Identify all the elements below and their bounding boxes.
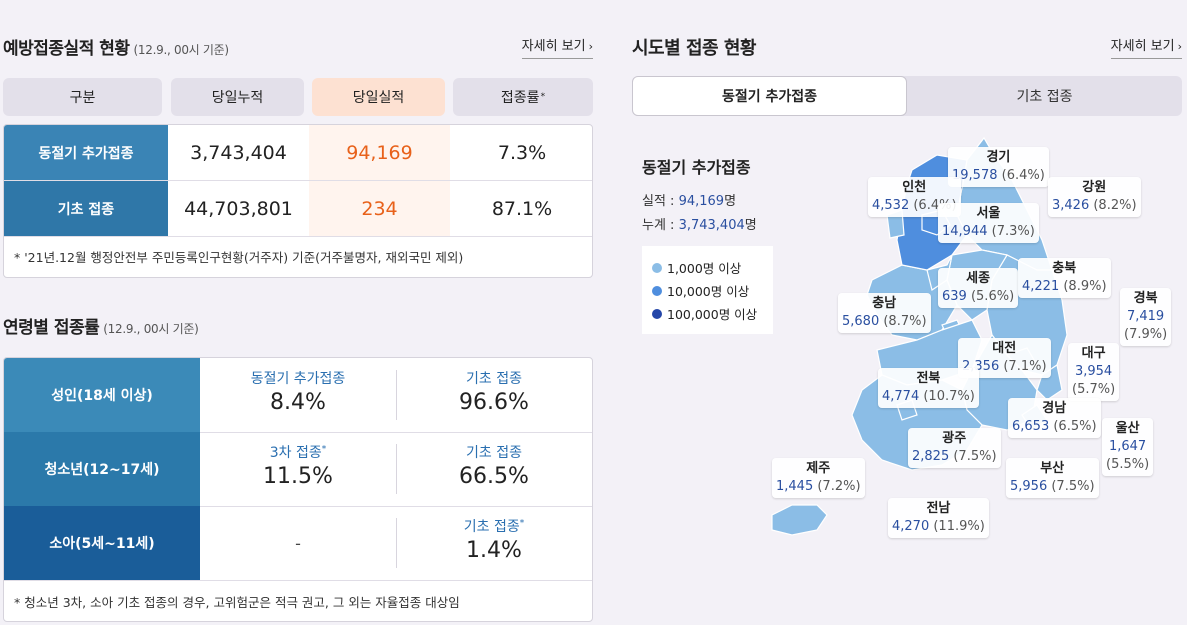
row-divider [4,180,592,181]
vaccination-note: * '21년.12월 행정안전부 주민등록인구현황(거주자) 기준(거주불명자,… [14,250,464,265]
header-rate: 접종률 * [453,78,593,116]
region-label-busan[interactable]: 부산 5,956 (7.5%) [1006,458,1099,498]
region-label-chungbuk[interactable]: 충북 4,221 (8.9%) [1018,258,1111,298]
region-perf: 실적 : 94,169명 [642,194,737,209]
region-label-jeonnam[interactable]: 전남 4,270 (11.9%) [888,498,989,538]
legend-dot-icon [652,285,662,296]
left-panel: 예방접종실적 현황 (12.9., 00시 기준) 자세히 보기 › 구분 당일누적… [3,0,593,622]
adult-booster-label: 동절기 추가접종 [250,371,346,387]
teen-primary-value: 66.5% [459,464,529,489]
child-primary-cell: 기초 접종* 1.4% [396,506,592,580]
age-row-child: 소아(5세~11세) [4,506,200,580]
row-divider [200,432,592,433]
teen-third-cell: 3차 접종* 11.5% [200,432,396,506]
right-panel: 시도별 접종 현황 자세히 보기 › 동절기 추가접종 기초 접종 동절기 추가접… [632,0,1182,625]
map-legend: 1,000명 이상 10,000명 이상 100,000명 이상 [642,246,773,334]
legend-item: 10,000명 이상 [652,279,773,302]
region-shape-jeju[interactable] [771,504,828,536]
cumulative-primary: 44,703,801 [184,197,293,220]
tab-winter-booster[interactable]: 동절기 추가접종 [632,76,907,116]
region-total: 누계 : 3,743,404명 [642,218,757,233]
region-label-ulsan[interactable]: 울산 1,647 (5.5%) [1102,418,1154,476]
tab-primary[interactable]: 기초 접종 [1016,89,1073,105]
legend-item: 1,000명 이상 [652,256,773,279]
row-label-winter-booster: 동절기 추가접종 [4,125,168,180]
adult-booster-value: 8.4% [270,390,326,415]
region-title: 시도별 접종 현황 [632,38,756,59]
legend-dot-icon [652,308,662,319]
region-label-gyeongnam[interactable]: 경남 6,653 (6.5%) [1008,398,1101,438]
age-row-adult: 성인(18세 이상) [4,358,200,432]
header-category: 구분 [3,78,162,116]
teen-third-label: 3차 접종* [269,444,327,461]
region-label-gyeonggi[interactable]: 경기 19,578 (6.4%) [948,147,1049,187]
region-label-gangwon[interactable]: 강원 3,426 (8.2%) [1048,177,1141,217]
teen-primary-cell: 기초 접종 66.5% [396,432,592,506]
age-note: * 청소년 3차, 소아 기초 접종의 경우, 고위험군은 적극 권고, 그 외… [14,595,460,610]
row-label-primary: 기초 접종 [4,181,168,236]
child-primary-label: 기초 접종* [463,518,525,535]
adult-primary-label: 기초 접종 [466,371,522,387]
column-divider [396,444,397,494]
rate-primary: 87.1% [491,197,553,220]
adult-primary-value: 96.6% [459,390,529,415]
age-row-teen: 청소년(12~17세) [4,432,200,506]
chevron-right-icon: › [1177,40,1182,53]
region-label-daegu[interactable]: 대구 3,954 (5.7%) [1068,343,1120,401]
region-label-gyeongbuk[interactable]: 경북 7,419 (7.9%) [1120,288,1172,346]
region-section-header: 시도별 접종 현황 자세히 보기 › [632,0,1182,62]
child-primary-value: 1.4% [466,538,522,563]
region-label-jeonbuk[interactable]: 전북 4,774 (10.7%) [878,368,979,408]
teen-third-value: 11.5% [263,464,333,489]
adult-primary-cell: 기초 접종 96.6% [396,358,592,432]
header-cumulative: 당일누적 [171,78,304,116]
rate-footnote-mark: * [540,92,546,102]
vaccination-more-link[interactable]: 자세히 보기 › [521,35,593,59]
child-empty-value: - [295,534,301,553]
vaccination-date: (12.9., 00시 기준) [133,43,230,57]
legend-item: 100,000명 이상 [652,302,773,325]
region-tabs: 동절기 추가접종 기초 접종 [632,76,1182,116]
daily-primary: 234 [309,181,450,236]
child-empty-cell: - [200,506,396,580]
region-shape-ulsan[interactable] [1036,364,1063,401]
region-label-jeju[interactable]: 제주 1,445 (7.2%) [772,458,865,498]
teen-third-footnote-mark: * [321,444,327,455]
region-more-link[interactable]: 자세히 보기 › [1110,35,1182,59]
row-divider [200,506,592,507]
header-daily: 당일실적 [312,78,445,116]
age-title: 연령별 접종률 (12.9., 00시 기준) [3,318,199,338]
vaccination-title: 예방접종실적 현황 (12.9., 00시 기준) [3,39,230,59]
vaccination-section-header: 예방접종실적 현황 (12.9., 00시 기준) 자세히 보기 › [3,0,593,62]
daily-winter-booster: 94,169 [309,125,450,180]
region-label-gwangju[interactable]: 광주 2,825 (7.5%) [908,428,1001,468]
age-table: 성인(18세 이상) 동절기 추가접종 8.4% 기초 접종 96.6% 청소년… [3,357,593,622]
row-divider [4,236,592,237]
adult-booster-cell: 동절기 추가접종 8.4% [200,358,396,432]
vaccination-table: 동절기 추가접종 3,743,404 94,169 7.3% 기초 접종 44,… [3,124,593,278]
column-divider [396,518,397,568]
vaccination-header-row: 구분 당일누적 당일실적 접종률 * [3,78,593,116]
row-divider [4,580,592,581]
column-divider [396,370,397,420]
region-label-chungnam[interactable]: 충남 5,680 (8.7%) [838,293,931,333]
region-label-seoul[interactable]: 서울 14,944 (7.3%) [938,203,1039,243]
age-date: (12.9., 00시 기준) [103,322,199,336]
region-label-sejong[interactable]: 세종 639 (5.6%) [938,268,1019,308]
legend-dot-icon [652,262,662,273]
region-stat-title: 동절기 추가접종 [642,158,751,177]
cumulative-winter-booster: 3,743,404 [190,141,287,164]
chevron-right-icon: › [588,40,593,53]
child-primary-footnote-mark: * [519,518,525,529]
teen-primary-label: 기초 접종 [466,445,522,461]
rate-winter-booster: 7.3% [497,141,547,164]
region-label-daejeon[interactable]: 대전 2,356 (7.1%) [958,338,1051,378]
